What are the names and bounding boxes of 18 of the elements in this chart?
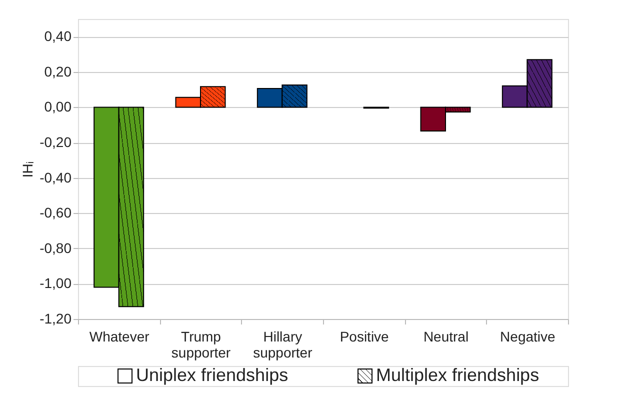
legend-label: Uniplex friendships (136, 365, 288, 385)
y-tick-label: 0,00 (44, 98, 72, 115)
y-tick-label: -1,00 (40, 275, 72, 292)
legend-label: Multiplex friendships (376, 365, 540, 385)
y-tick-label: -0,20 (40, 134, 72, 150)
x-tick-label: Negative (500, 328, 556, 344)
y-tick-label: -0,80 (40, 240, 72, 256)
y-tick-label: 0,20 (44, 63, 72, 80)
x-tick-label: Positive (340, 328, 390, 344)
y-tick-label: -1,20 (40, 310, 72, 326)
x-tick-label: Whatever (89, 328, 150, 344)
y-tick-label: -0,60 (40, 204, 72, 221)
x-tick-label: Hillary supporter (253, 328, 313, 360)
y-tick-label: 0,40 (44, 28, 72, 44)
y-axis-title: IHᵢ (20, 161, 36, 178)
y-tick-label: -0,40 (40, 169, 72, 186)
x-tick-label: Trump supporter (171, 328, 231, 360)
x-tick-label: Neutral (423, 328, 469, 344)
